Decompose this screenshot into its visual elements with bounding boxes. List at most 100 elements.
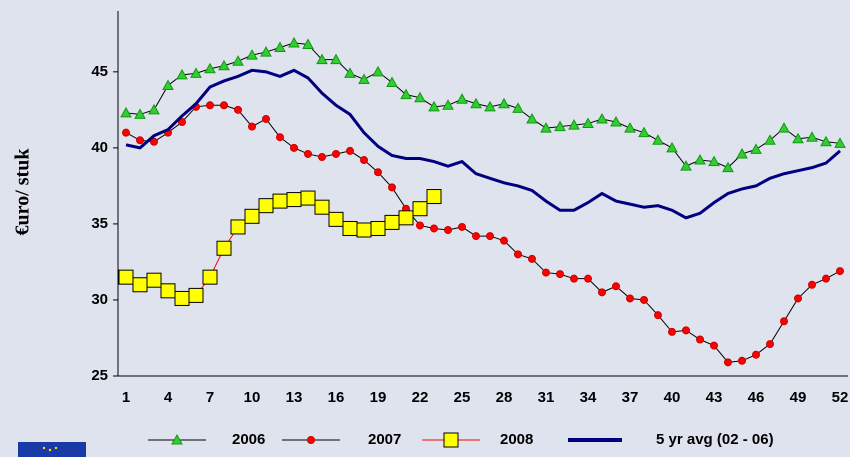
- marker: [794, 294, 802, 303]
- marker: [722, 161, 734, 173]
- marker: [262, 114, 270, 123]
- marker: [136, 136, 144, 145]
- marker: [230, 219, 246, 235]
- marker: [820, 135, 832, 147]
- marker: [314, 199, 330, 215]
- x-tick-label: 46: [748, 389, 765, 406]
- marker: [150, 137, 158, 146]
- x-tick-label: 22: [412, 389, 429, 406]
- marker: [290, 143, 298, 152]
- marker: [414, 91, 426, 103]
- marker: [598, 288, 606, 297]
- marker: [388, 183, 396, 192]
- eu-flag: [18, 442, 86, 457]
- marker: [682, 326, 690, 335]
- marker: [766, 340, 774, 349]
- marker: [346, 146, 354, 155]
- marker: [134, 108, 146, 119]
- marker: [386, 76, 398, 87]
- marker: [458, 222, 466, 231]
- marker: [514, 250, 522, 259]
- marker: [834, 137, 846, 148]
- marker: [624, 122, 636, 133]
- x-tick-label: 7: [206, 389, 214, 406]
- marker: [456, 93, 468, 104]
- marker: [710, 341, 718, 350]
- marker: [724, 358, 732, 367]
- marker: [122, 128, 130, 137]
- legend-label: 2006: [232, 431, 265, 448]
- marker: [188, 287, 204, 303]
- marker: [498, 97, 510, 109]
- marker: [258, 198, 274, 214]
- y-tick-label: 40: [91, 139, 108, 156]
- marker: [626, 294, 634, 303]
- marker: [120, 106, 132, 118]
- marker: [426, 189, 442, 205]
- marker: [171, 433, 183, 445]
- marker: [528, 254, 536, 263]
- marker: [596, 112, 608, 124]
- marker: [470, 97, 482, 109]
- marker: [428, 100, 440, 112]
- marker: [288, 36, 300, 48]
- marker: [374, 168, 382, 177]
- marker: [330, 53, 342, 65]
- marker: [360, 156, 368, 165]
- marker: [190, 67, 202, 78]
- marker: [384, 214, 400, 230]
- marker: [570, 274, 578, 283]
- marker: [220, 101, 228, 110]
- marker: [244, 208, 260, 224]
- x-tick-label: 1: [122, 389, 130, 406]
- marker: [162, 79, 174, 91]
- marker: [752, 350, 760, 359]
- series-line: [125, 42, 841, 169]
- marker: [218, 59, 230, 71]
- marker: [696, 335, 704, 344]
- marker: [554, 120, 566, 132]
- marker: [792, 132, 804, 144]
- legend-label: 2007: [368, 431, 401, 448]
- marker: [484, 100, 496, 112]
- marker: [146, 272, 162, 288]
- marker: [260, 46, 272, 57]
- marker: [276, 133, 284, 142]
- marker: [176, 68, 188, 80]
- x-tick-label: 52: [832, 389, 849, 406]
- marker: [806, 131, 818, 142]
- marker: [582, 117, 594, 129]
- marker: [666, 141, 678, 153]
- marker: [332, 149, 340, 158]
- marker: [780, 317, 788, 326]
- marker: [316, 53, 328, 65]
- marker: [443, 432, 459, 448]
- legend-label: 5 yr avg (02 - 06): [656, 431, 774, 448]
- marker: [328, 211, 344, 227]
- x-tick-label: 37: [622, 389, 639, 406]
- marker: [300, 190, 316, 206]
- y-axis-label: €uro/ stuk: [12, 148, 34, 236]
- marker: [442, 99, 454, 110]
- x-tick-label: 49: [790, 389, 807, 406]
- marker: [556, 270, 564, 279]
- marker: [274, 41, 286, 52]
- marker: [286, 192, 302, 208]
- marker: [612, 282, 620, 291]
- marker: [398, 210, 414, 226]
- marker: [638, 126, 650, 138]
- marker: [318, 153, 326, 161]
- marker: [206, 101, 214, 110]
- marker: [512, 102, 524, 113]
- marker: [358, 73, 370, 84]
- x-tick-label: 10: [244, 389, 261, 406]
- marker: [750, 143, 762, 154]
- marker: [472, 232, 480, 241]
- y-tick-label: 30: [91, 291, 108, 308]
- marker: [486, 232, 494, 241]
- marker: [178, 118, 186, 127]
- x-tick-label: 28: [496, 389, 513, 406]
- marker: [160, 283, 176, 299]
